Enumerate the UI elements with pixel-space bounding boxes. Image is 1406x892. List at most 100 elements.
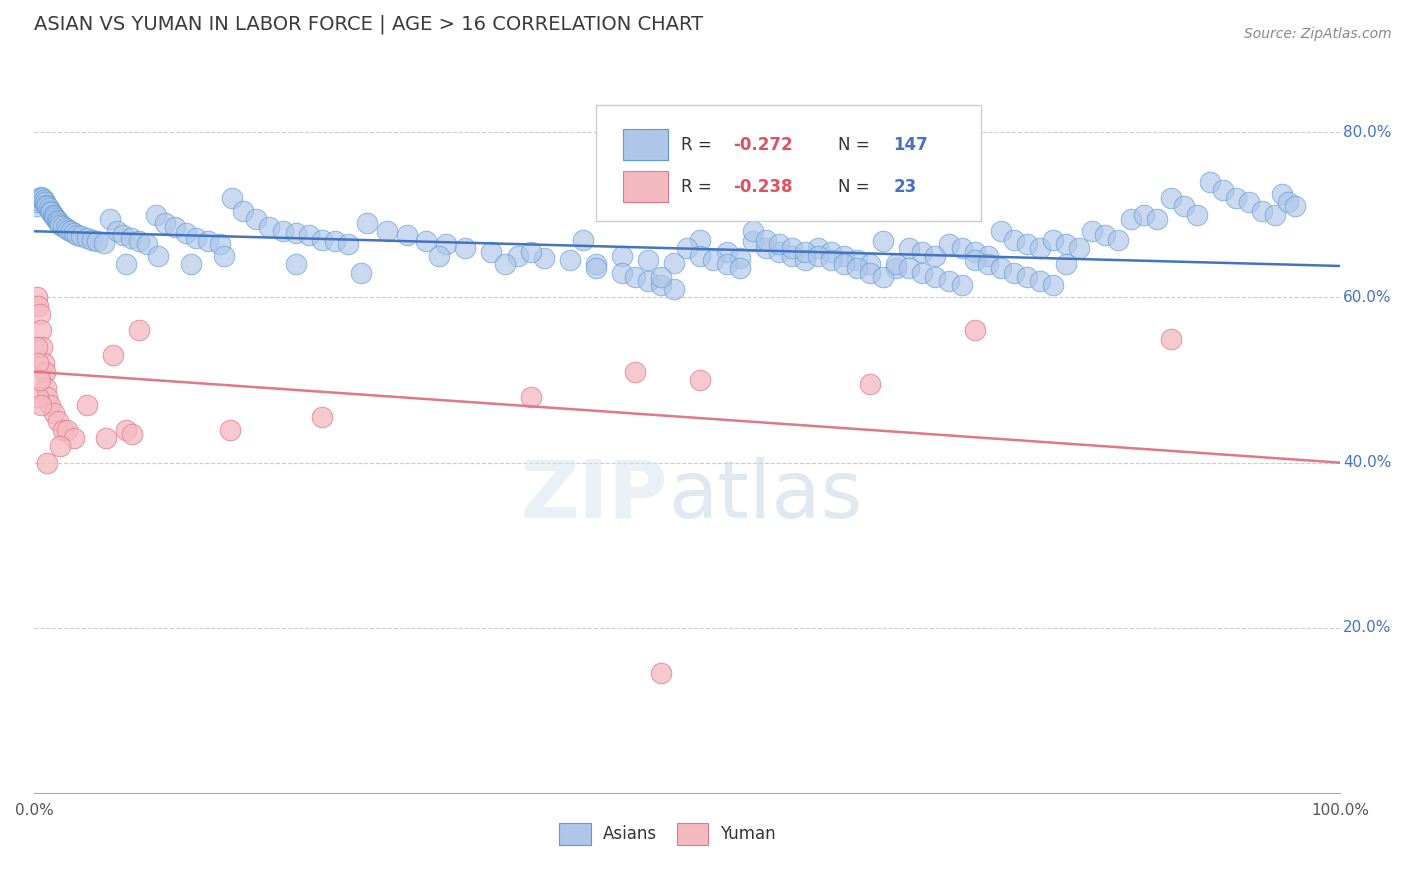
Point <box>650 269 672 284</box>
Point <box>121 426 143 441</box>
Point <box>755 241 778 255</box>
Point <box>728 251 751 265</box>
Text: Yuman: Yuman <box>720 825 776 843</box>
Point <box>56 423 79 437</box>
Point <box>114 423 136 437</box>
Text: ASIAN VS YUMAN IN LABOR FORCE | AGE > 16 CORRELATION CHART: ASIAN VS YUMAN IN LABOR FORCE | AGE > 16… <box>34 15 703 35</box>
Point <box>1264 208 1286 222</box>
Point <box>872 234 894 248</box>
Point <box>45 212 67 227</box>
Point <box>1212 183 1234 197</box>
Text: 20.0%: 20.0% <box>1343 621 1392 635</box>
Point <box>728 261 751 276</box>
Point <box>494 257 516 271</box>
Point <box>66 227 89 242</box>
Point <box>859 377 882 392</box>
Point <box>610 249 633 263</box>
Point <box>180 257 202 271</box>
Text: 147: 147 <box>894 136 928 153</box>
Point <box>27 357 49 371</box>
Point <box>585 257 607 271</box>
Point <box>793 244 815 259</box>
Point <box>884 261 907 276</box>
Point <box>55 221 77 235</box>
Point <box>689 233 711 247</box>
Point <box>42 210 65 224</box>
FancyBboxPatch shape <box>596 105 981 220</box>
Point <box>128 323 150 337</box>
Point <box>145 208 167 222</box>
Point <box>174 226 197 240</box>
Point <box>1002 233 1025 247</box>
Point <box>93 235 115 250</box>
Point <box>637 274 659 288</box>
Point <box>350 266 373 280</box>
Point <box>1284 199 1306 213</box>
Point <box>356 216 378 230</box>
Point <box>284 226 307 240</box>
Point <box>323 234 346 248</box>
Point <box>832 249 855 263</box>
Point <box>52 219 75 234</box>
Point <box>44 211 66 225</box>
Point <box>664 255 686 269</box>
Point <box>506 249 529 263</box>
Point <box>34 365 56 379</box>
Point <box>1002 266 1025 280</box>
Point <box>298 228 321 243</box>
Point <box>846 253 869 268</box>
Text: atlas: atlas <box>668 457 862 534</box>
Point <box>46 414 69 428</box>
Point <box>39 203 62 218</box>
Point <box>807 249 830 263</box>
Point <box>37 456 59 470</box>
Point <box>148 249 170 263</box>
Point <box>58 222 80 236</box>
Point <box>31 340 53 354</box>
Point <box>375 224 398 238</box>
Point <box>963 253 986 268</box>
Point <box>1069 241 1091 255</box>
Point <box>1185 208 1208 222</box>
Point <box>859 266 882 280</box>
Point <box>197 234 219 248</box>
Point <box>990 261 1012 276</box>
Point <box>186 231 208 245</box>
Point <box>37 390 59 404</box>
Point <box>86 234 108 248</box>
Point <box>153 216 176 230</box>
Point <box>41 208 63 222</box>
Point <box>37 199 59 213</box>
Point <box>311 410 333 425</box>
Point <box>454 241 477 255</box>
Point <box>98 211 121 226</box>
Point <box>49 439 72 453</box>
Point <box>165 220 187 235</box>
Point <box>101 348 124 362</box>
Point <box>208 236 231 251</box>
Point <box>832 257 855 271</box>
Point <box>31 191 53 205</box>
Point <box>34 195 56 210</box>
Point <box>689 373 711 387</box>
Point <box>1237 195 1260 210</box>
Point <box>24 199 46 213</box>
Point <box>135 236 157 251</box>
Point <box>807 241 830 255</box>
Point <box>716 257 738 271</box>
Point <box>898 241 921 255</box>
Point <box>924 269 946 284</box>
Text: 23: 23 <box>894 178 917 195</box>
Point <box>49 218 72 232</box>
Point <box>25 340 48 354</box>
FancyBboxPatch shape <box>623 171 668 202</box>
Text: Source: ZipAtlas.com: Source: ZipAtlas.com <box>1244 27 1392 41</box>
Point <box>128 234 150 248</box>
Point <box>977 257 1000 271</box>
Point <box>271 224 294 238</box>
Text: N =: N = <box>838 178 875 195</box>
Point <box>585 261 607 276</box>
Point <box>637 253 659 268</box>
Point <box>1146 211 1168 226</box>
Text: N =: N = <box>838 136 875 153</box>
